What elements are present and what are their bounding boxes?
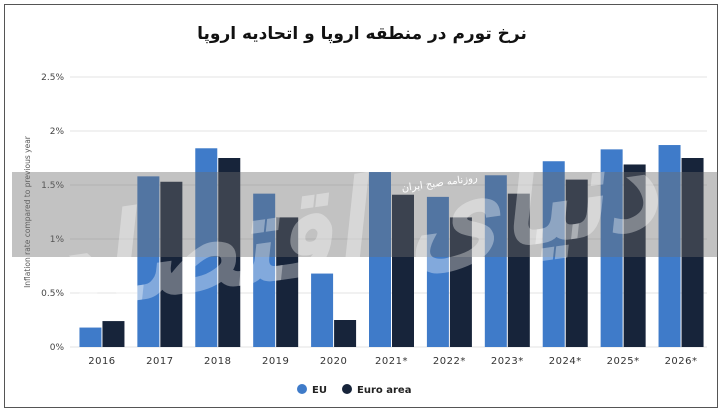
bar-euro-area-2026 [681, 158, 704, 347]
legend-label-eu: EU [312, 385, 327, 396]
x-tick-label: 2018 [204, 356, 231, 367]
x-tick-label: 2024* [549, 356, 582, 367]
x-tick-label: 2017 [146, 356, 173, 367]
x-axis-ticks: 2016 2017 2018 2019 2020 2021* 2022* 2023* 2024*… [88, 356, 697, 367]
y-axis-label: Inflation rate compared to previous year [23, 135, 32, 288]
bar-eu-2022 [426, 196, 449, 347]
x-tick-label: 2016 [88, 356, 115, 367]
legend-marker-euro-area [342, 384, 352, 394]
y-tick-label: 2.5% [41, 73, 64, 83]
chart-title: نرخ تورم در منطقه اروپا و اتحادیه اروپا [197, 24, 527, 44]
bars [79, 145, 704, 347]
bar-euro-area-2022 [449, 217, 472, 347]
bar-eu-2021 [369, 172, 391, 347]
y-tick-label: 1% [50, 235, 65, 245]
bar-eu-2023 [484, 175, 507, 347]
bar-euro-area-2021 [392, 194, 414, 347]
bar-eu-2019 [253, 193, 276, 347]
x-tick-label: 2023* [491, 356, 524, 367]
legend: EU Euro area [297, 384, 411, 396]
bar-eu-2020 [311, 273, 334, 347]
bar-euro-area-2024 [565, 179, 588, 347]
x-tick-label: 2021* [375, 356, 408, 367]
x-tick-label: 2026* [665, 356, 698, 367]
bar-eu-2025 [600, 149, 623, 347]
y-tick-label: 2% [50, 127, 65, 137]
bar-eu-2026 [658, 145, 681, 347]
bar-eu-2018 [195, 148, 218, 347]
bar-eu-2024 [542, 161, 565, 347]
bar-euro-area-2018 [218, 158, 241, 347]
bar-euro-area-2016 [102, 321, 125, 347]
bar-eu-2016 [79, 327, 102, 347]
bar-euro-area-2025 [623, 164, 646, 347]
bar-euro-area-2019 [276, 217, 299, 347]
bar-euro-area-2023 [507, 193, 530, 347]
x-tick-label: 2020 [320, 356, 347, 367]
legend-label-euro-area: Euro area [357, 385, 411, 396]
x-tick-label: 2025* [607, 356, 640, 367]
y-axis-ticks: 0% 0.5% 1% 1.5% 2% 2.5% [41, 73, 64, 353]
y-tick-label: 1.5% [41, 181, 64, 191]
y-tick-label: 0.5% [41, 289, 64, 299]
bar-euro-area-2017 [160, 181, 183, 347]
x-tick-label: 2019 [262, 356, 289, 367]
legend-marker-eu [297, 384, 307, 394]
y-tick-label: 0% [50, 343, 65, 353]
x-tick-label: 2022* [433, 356, 466, 367]
watermark-band [12, 172, 718, 257]
bar-eu-2017 [137, 176, 160, 347]
bar-euro-area-2020 [334, 320, 357, 347]
